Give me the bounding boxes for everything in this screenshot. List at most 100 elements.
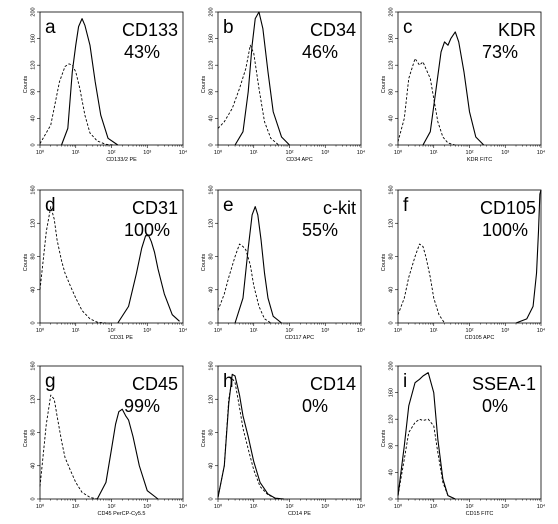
y-tick-label: 160 xyxy=(209,361,215,370)
x-axis-label: CD45 PerCP-Cy5.5 xyxy=(98,511,146,517)
marker-name: c-kit xyxy=(323,198,356,218)
x-tick-label: 10⁰ xyxy=(394,149,403,156)
panel-letter: i xyxy=(403,371,407,392)
x-axis-label: CD117 APC xyxy=(285,335,314,341)
x-tick-label: 10⁴ xyxy=(537,327,546,334)
x-tick-label: 10¹ xyxy=(430,328,438,334)
marker-name: CD105 xyxy=(480,198,536,218)
positive-percent: 100% xyxy=(482,220,528,240)
histogram-panel-g: 10⁰ 10¹ 10² 10³ 10⁴ 0 40 80 120 160 CD45 PerCP-Cy5… xyxy=(23,361,188,517)
x-tick-label: 10² xyxy=(286,504,294,510)
panel-letter: g xyxy=(45,371,56,392)
panel-letter: a xyxy=(45,17,56,38)
x-tick-label: 10⁰ xyxy=(394,503,403,510)
y-tick-label: 120 xyxy=(209,219,215,228)
x-tick-label: 10⁴ xyxy=(179,149,188,156)
y-tick-label: 40 xyxy=(389,287,395,293)
y-tick-label: 160 xyxy=(389,34,395,43)
histogram-panel-a: 10⁰ 10¹ 10² 10³ 10⁴ 0 40 80 120 160 200 CD133/2 PE C… xyxy=(23,7,188,163)
x-tick-label: 10¹ xyxy=(72,504,80,510)
y-tick-label: 0 xyxy=(389,497,395,500)
x-tick-label: 10⁴ xyxy=(357,503,366,510)
marker-name: CD133 xyxy=(122,20,178,40)
x-tick-label: 10¹ xyxy=(250,150,258,156)
isotype-control-trace xyxy=(397,418,456,500)
x-tick-label: 10² xyxy=(286,150,294,156)
x-tick-label: 10¹ xyxy=(250,504,258,510)
marker-stain-trace xyxy=(422,31,485,146)
x-tick-label: 10² xyxy=(466,150,474,156)
y-tick-label: 200 xyxy=(209,7,215,16)
positive-percent: 73% xyxy=(482,42,518,62)
x-tick-label: 10⁰ xyxy=(214,503,223,510)
y-axis-label: Counts xyxy=(201,76,207,94)
positive-percent: 46% xyxy=(302,42,338,62)
histogram-panel-e: 10⁰ 10¹ 10² 10³ 10⁴ 0 40 80 120 160 CD117 APC Count… xyxy=(201,185,366,341)
y-tick-label: 0 xyxy=(31,321,37,324)
y-tick-label: 80 xyxy=(389,443,395,449)
y-tick-label: 40 xyxy=(209,115,215,121)
y-tick-label: 200 xyxy=(31,7,37,16)
x-tick-label: 10³ xyxy=(501,504,509,510)
y-tick-label: 40 xyxy=(389,469,395,475)
y-tick-label: 160 xyxy=(389,388,395,397)
y-axis-label: Counts xyxy=(23,430,29,448)
x-axis-label: CD105 APC xyxy=(465,335,495,341)
marker-stain-trace xyxy=(234,11,290,146)
y-tick-label: 0 xyxy=(31,143,37,146)
x-tick-label: 10³ xyxy=(143,328,151,334)
x-axis-label: KDR FITC xyxy=(467,157,492,163)
x-tick-label: 10⁰ xyxy=(36,327,45,334)
panel-letter: h xyxy=(223,371,234,392)
x-tick-label: 10⁰ xyxy=(36,503,45,510)
histogram-panel-d: 10⁰ 10¹ 10² 10³ 10⁴ 0 40 80 120 160 CD31 PE Counts d… xyxy=(23,185,188,341)
marker-stain-trace xyxy=(234,206,282,324)
x-tick-label: 10¹ xyxy=(430,504,438,510)
isotype-control-trace xyxy=(39,394,98,500)
panel-letter: c xyxy=(403,17,413,38)
marker-stain-trace xyxy=(117,235,180,324)
marker-stain-trace xyxy=(217,373,285,500)
x-tick-label: 10⁰ xyxy=(36,149,45,156)
positive-percent: 99% xyxy=(124,396,160,416)
y-tick-label: 160 xyxy=(389,185,395,194)
y-axis-label: Counts xyxy=(201,254,207,272)
y-tick-label: 120 xyxy=(389,61,395,70)
y-axis-label: Counts xyxy=(23,254,29,272)
x-axis-label: CD14 PE xyxy=(288,511,311,517)
y-tick-label: 80 xyxy=(389,89,395,95)
marker-name: CD14 xyxy=(310,374,356,394)
histogram-panel-i: 10⁰ 10¹ 10² 10³ 10⁴ 0 40 80 120 160 200 CD15 FITC Co… xyxy=(381,361,546,517)
marker-stain-trace xyxy=(61,18,119,146)
isotype-control-trace xyxy=(39,63,115,146)
y-tick-label: 80 xyxy=(209,429,215,435)
y-tick-label: 160 xyxy=(209,34,215,43)
x-tick-label: 10² xyxy=(466,328,474,334)
y-tick-label: 160 xyxy=(31,185,37,194)
y-tick-label: 0 xyxy=(209,143,215,146)
panel-letter: e xyxy=(223,195,234,216)
x-tick-label: 10¹ xyxy=(430,150,438,156)
x-tick-label: 10⁴ xyxy=(357,149,366,156)
panel-letter: d xyxy=(45,195,56,216)
y-tick-label: 40 xyxy=(209,287,215,293)
x-tick-label: 10¹ xyxy=(72,328,80,334)
x-tick-label: 10² xyxy=(108,504,116,510)
isotype-control-trace xyxy=(39,206,107,324)
x-tick-label: 10³ xyxy=(143,504,151,510)
y-tick-label: 120 xyxy=(31,219,37,228)
marker-name: CD31 xyxy=(132,198,178,218)
y-tick-label: 0 xyxy=(209,497,215,500)
y-tick-label: 120 xyxy=(389,415,395,424)
x-tick-label: 10³ xyxy=(321,504,329,510)
marker-name: CD34 xyxy=(310,20,356,40)
y-tick-label: 160 xyxy=(31,34,37,43)
x-tick-label: 10⁴ xyxy=(179,327,188,334)
marker-stain-trace xyxy=(96,408,159,500)
x-axis-label: CD15 FITC xyxy=(466,511,494,517)
histogram-panel-c: 10⁰ 10¹ 10² 10³ 10⁴ 0 40 80 120 160 200 KDR FITC Cou… xyxy=(381,7,546,163)
x-tick-label: 10² xyxy=(108,150,116,156)
y-tick-label: 0 xyxy=(31,497,37,500)
marker-name: CD45 xyxy=(132,374,178,394)
